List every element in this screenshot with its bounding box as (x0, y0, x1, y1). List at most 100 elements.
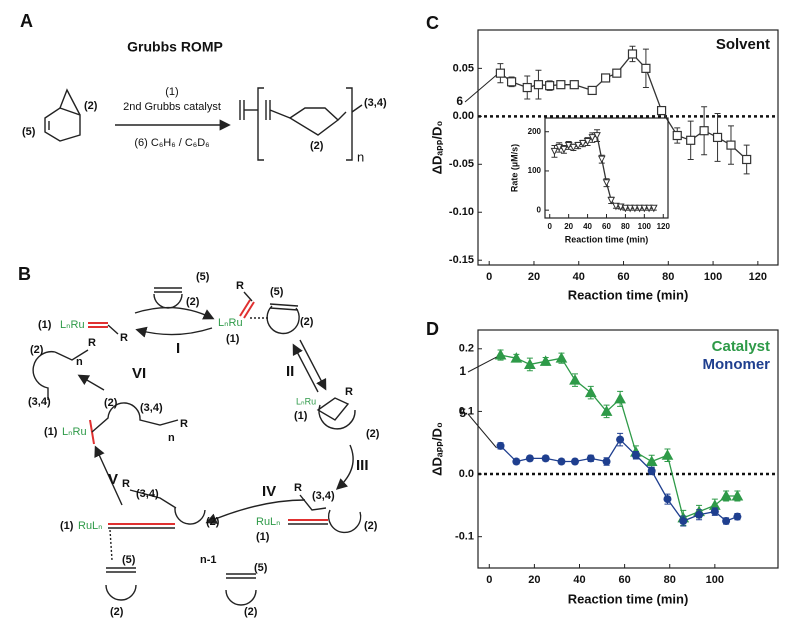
marker (699, 126, 709, 136)
scheme-label: II (286, 363, 294, 380)
marker (524, 358, 536, 369)
marker (579, 139, 587, 148)
monomer (153, 293, 183, 309)
scheme-label: (2) (186, 296, 200, 308)
scheme-label: (2) (110, 606, 124, 618)
marker (533, 80, 544, 90)
marker (569, 143, 578, 152)
marker (496, 441, 505, 450)
x-tick-label: 100 (706, 574, 724, 586)
y-tick-label: -0.1 (455, 531, 474, 543)
marker (631, 204, 639, 213)
solvent: (6) C₆H₆ / C₆D₆ (134, 137, 209, 149)
marker (631, 451, 640, 460)
catalyst: 2nd Grubbs catalyst (123, 101, 221, 113)
scheme-label: LₙRu (60, 319, 85, 331)
y-tick-label: 100 (528, 166, 542, 175)
bracket-right (346, 87, 353, 161)
legend-label: Solvent (716, 36, 770, 53)
plot-frame (544, 117, 669, 219)
marker (649, 204, 658, 213)
marker (661, 449, 674, 460)
y-tick-label: 0.1 (459, 405, 474, 417)
annotation: 5 (459, 406, 466, 420)
scheme-label: RuLₙ (256, 516, 281, 528)
marker (686, 135, 696, 145)
scheme-label: (1) (256, 531, 270, 543)
annotation: 1 (459, 364, 466, 378)
marker (584, 386, 597, 398)
scheme-label: B (18, 264, 31, 284)
marker (600, 405, 613, 416)
x-tick-label: 60 (617, 271, 629, 283)
scheme-label: (2) (366, 428, 380, 440)
scheme-label: (2) (244, 606, 258, 618)
scheme-label: (1) (226, 333, 240, 345)
marker (506, 77, 517, 87)
scheme-label: (3,4) (312, 490, 335, 502)
marker (556, 80, 566, 90)
marker (570, 457, 579, 466)
y-tick-label: 0.0 (459, 468, 474, 480)
scheme-label: R (180, 418, 188, 430)
y-axis-title: ΔDₐₚₚ/D₀ (429, 422, 444, 476)
marker (560, 145, 568, 154)
annotation-leader (467, 356, 497, 373)
marker (614, 392, 626, 404)
norbornene (44, 107, 81, 142)
marker (616, 435, 625, 444)
scheme-label: RuLₙ (78, 520, 103, 532)
annotation: 6 (456, 94, 463, 108)
scheme-label: n-1 (200, 554, 217, 566)
catalyst-ref: (1) (165, 86, 178, 98)
scheme-label: (1) (38, 319, 52, 331)
marker (574, 141, 582, 150)
marker (539, 355, 552, 366)
marker (612, 68, 622, 78)
marker (495, 68, 505, 78)
marker (640, 204, 649, 213)
x-tick-label: 60 (602, 222, 611, 231)
marker (569, 374, 581, 385)
scheme-label: I (176, 340, 180, 357)
marker (555, 352, 568, 363)
marker (720, 489, 732, 501)
scheme-label: R (88, 337, 96, 349)
scheme-label: (1) (294, 410, 308, 422)
marker (510, 352, 523, 363)
monomer-carbon: (2) (84, 100, 98, 112)
x-axis-title: Reaction time (min) (565, 234, 649, 244)
marker (621, 204, 630, 213)
marker (663, 495, 672, 504)
product-end: (3,4) (364, 97, 387, 109)
scheme-label: (1) (60, 520, 74, 532)
x-tick-label: 40 (573, 574, 585, 586)
y-tick-label: 200 (528, 127, 542, 136)
marker (641, 63, 651, 73)
x-tick-label: 40 (573, 271, 585, 283)
monomer-ref: (5) (22, 126, 36, 138)
marker (557, 457, 566, 466)
scheme-label: R (236, 280, 244, 292)
x-tick-label: 80 (664, 574, 676, 586)
marker (726, 140, 736, 150)
x-tick-label: 20 (528, 271, 540, 283)
y-tick-label: -0.10 (449, 206, 474, 218)
marker (522, 82, 532, 93)
marker (612, 202, 620, 211)
scheme-label: LₙRu (218, 317, 243, 329)
x-axis-title: Reaction time (min) (568, 591, 689, 606)
scheme-label: R (294, 482, 302, 494)
marker (645, 204, 653, 213)
x-tick-label: 20 (564, 222, 573, 231)
marker (722, 517, 731, 526)
plot-frame (477, 329, 779, 569)
marker (635, 204, 644, 213)
panel-b (32, 287, 362, 606)
scheme-label: (3,4) (28, 396, 51, 408)
marker (512, 457, 521, 466)
y-tick-label: 0.00 (453, 110, 474, 122)
marker (601, 73, 611, 83)
marker (545, 81, 555, 91)
